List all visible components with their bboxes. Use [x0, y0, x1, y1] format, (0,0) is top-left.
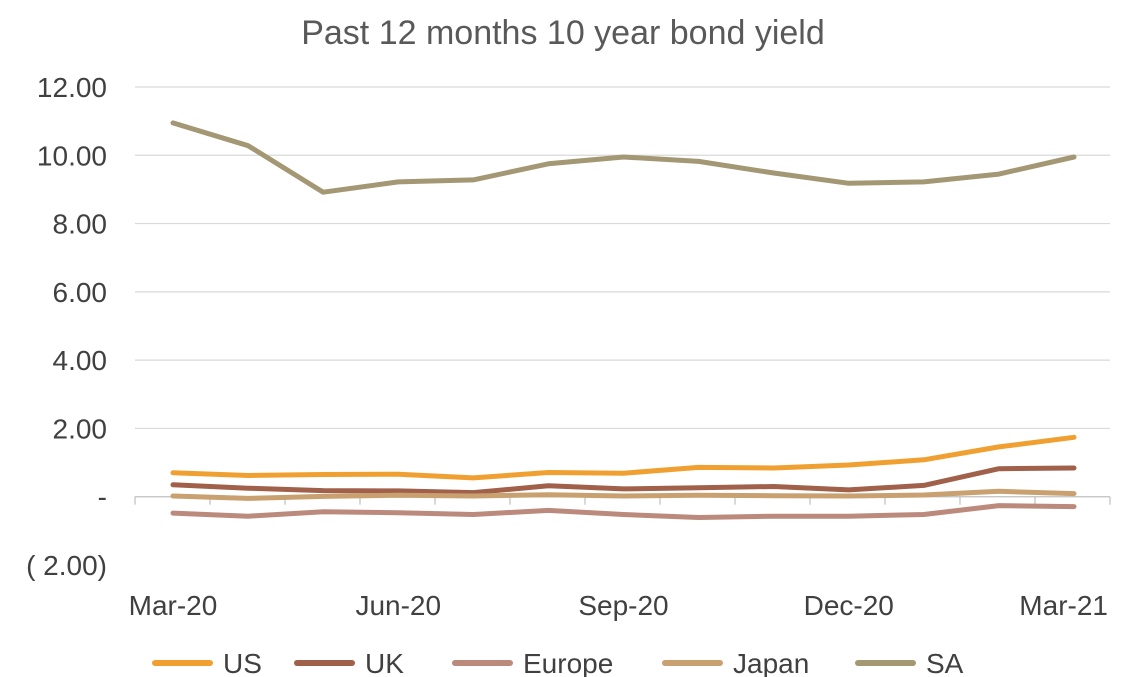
legend-item-japan: Japan — [662, 648, 809, 677]
y-tick-label: ( 2.00) — [26, 550, 107, 581]
gridlines — [134, 86, 1111, 505]
series-line-sa — [170, 120, 1077, 195]
x-axis-ticks: Mar-20 Jun-20 Sep-20 Dec-20 Mar-21 — [129, 590, 1108, 621]
legend-item-europe: Europe — [452, 648, 613, 677]
x-tick-label: Mar-20 — [129, 590, 218, 621]
legend-label: Japan — [733, 648, 809, 677]
y-tick-label: 2.00 — [53, 413, 108, 444]
legend-item-sa: SA — [855, 648, 964, 677]
x-tick-label: Mar-21 — [1019, 590, 1108, 621]
series-lines — [170, 120, 1077, 520]
series-line-europe — [170, 503, 1077, 520]
legend-label: SA — [926, 648, 964, 677]
series-line-uk — [170, 465, 1077, 496]
legend-label: Europe — [523, 648, 613, 677]
legend-item-us: US — [152, 648, 262, 677]
y-tick-label: 6.00 — [53, 277, 108, 308]
y-tick-label: 12.00 — [37, 72, 107, 103]
x-tick-label: Jun-20 — [355, 590, 441, 621]
y-tick-label: 4.00 — [53, 345, 108, 376]
y-axis-ticks: 12.00 10.00 8.00 6.00 4.00 2.00 - ( 2.00) — [26, 72, 107, 581]
series-line-us — [170, 434, 1077, 481]
y-tick-label: - — [98, 482, 107, 513]
legend-label: US — [223, 648, 262, 677]
y-tick-label: 10.00 — [37, 140, 107, 171]
legend-label: UK — [365, 648, 404, 677]
x-tick-label: Dec-20 — [804, 590, 894, 621]
chart-title: Past 12 months 10 year bond yield — [301, 14, 825, 52]
y-tick-label: 8.00 — [53, 209, 108, 240]
x-tick-label: Sep-20 — [578, 590, 668, 621]
legend: US UK Europe Japan SA — [152, 648, 964, 677]
legend-item-uk: UK — [294, 648, 404, 677]
series-line-japan — [170, 488, 1077, 501]
